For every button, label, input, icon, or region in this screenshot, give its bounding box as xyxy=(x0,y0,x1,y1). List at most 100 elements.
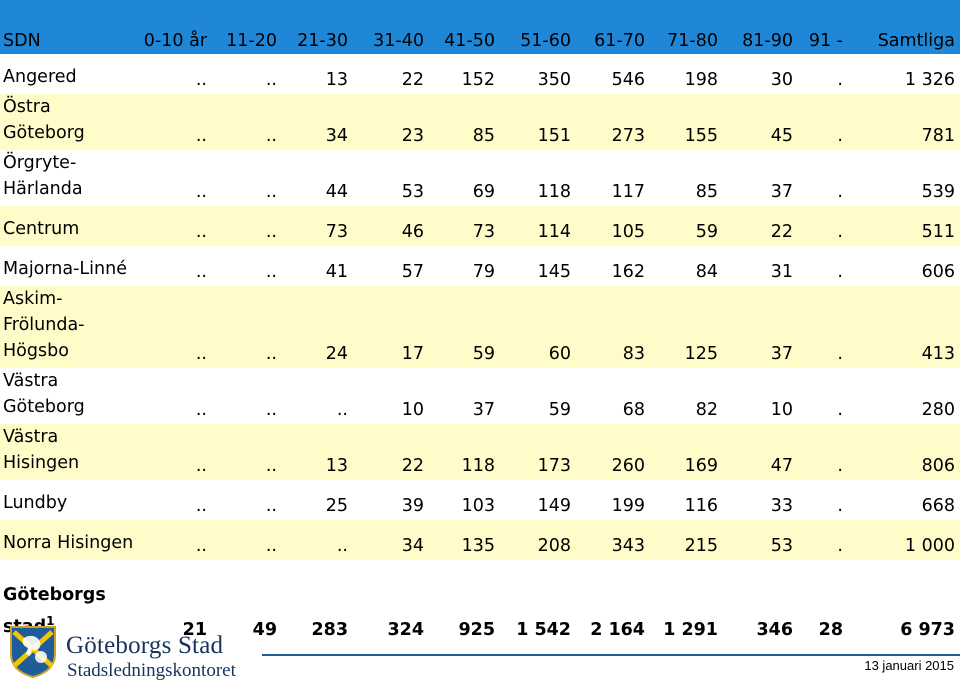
value-cell: . xyxy=(798,480,848,520)
value-cell: 215 xyxy=(650,520,723,560)
value-cell: . xyxy=(798,206,848,246)
district-name-cell: Centrum xyxy=(0,206,138,246)
column-header: 91 - xyxy=(798,0,848,54)
total-value-cell: 21 xyxy=(138,560,212,644)
column-header-sdn: SDN xyxy=(0,0,138,54)
organization-department: Stadsledningskontoret xyxy=(67,660,236,681)
total-value-cell: 28 xyxy=(798,560,848,644)
value-cell: 22 xyxy=(353,54,429,94)
column-header: 0-10 år xyxy=(138,0,212,54)
statistics-table-container: SDN 0-10 år 11-20 21-30 31-40 41-50 51-60 61-70… xyxy=(0,0,960,644)
column-header: 61-70 xyxy=(576,0,650,54)
table-row: Angered.... 13 22 152 350 546 198 30. 1 326 xyxy=(0,54,960,94)
total-value-cell: 49 xyxy=(212,560,282,644)
district-name-cell: Östra Göteborg xyxy=(0,94,138,150)
value-cell: .. xyxy=(212,368,282,424)
total-value-cell: 925 xyxy=(429,560,500,644)
value-cell: .. xyxy=(138,286,212,368)
column-header: 81-90 xyxy=(723,0,798,54)
value-cell: 22 xyxy=(353,424,429,480)
value-cell: . xyxy=(798,424,848,480)
column-header: 31-40 xyxy=(353,0,429,54)
value-cell: 82 xyxy=(650,368,723,424)
table-row: Lundby.... 25 39 103 149 199 116 33. 668 xyxy=(0,480,960,520)
value-cell: 25 xyxy=(282,480,353,520)
value-cell: .. xyxy=(282,520,353,560)
value-cell: 13 xyxy=(282,424,353,480)
value-cell: 135 xyxy=(429,520,500,560)
value-cell: .. xyxy=(212,94,282,150)
district-name-cell: Västra Göteborg xyxy=(0,368,138,424)
value-cell: 22 xyxy=(723,206,798,246)
statistics-table: SDN 0-10 år 11-20 21-30 31-40 41-50 51-60 61-70… xyxy=(0,0,960,644)
value-cell: . xyxy=(798,368,848,424)
total-value-cell: 1 291 xyxy=(650,560,723,644)
value-cell: 59 xyxy=(500,368,576,424)
value-cell: . xyxy=(798,150,848,206)
value-cell: 208 xyxy=(500,520,576,560)
value-cell: 105 xyxy=(576,206,650,246)
district-name-cell: Askim-Frölunda-Högsbo xyxy=(0,286,138,368)
table-body: Angered.... 13 22 152 350 546 198 30. 1 326 Östra… xyxy=(0,54,960,644)
table-row: Norra Hisingen...... 34 135 208 343 215 53. 1 0… xyxy=(0,520,960,560)
value-cell: 73 xyxy=(282,206,353,246)
value-cell: 37 xyxy=(429,368,500,424)
total-value-cell: 283 xyxy=(282,560,353,644)
value-cell: 116 xyxy=(650,480,723,520)
table-row: Örgryte-Härlanda.... 44 53 69 118 117 85 37. 539 xyxy=(0,150,960,206)
value-cell: 198 xyxy=(650,54,723,94)
value-cell: .. xyxy=(212,424,282,480)
table-row: Västra Göteborg...... 10 37 59 68 82 10. 280 xyxy=(0,368,960,424)
value-cell: .. xyxy=(138,150,212,206)
value-cell: 10 xyxy=(353,368,429,424)
value-cell: 152 xyxy=(429,54,500,94)
value-cell: 280 xyxy=(848,368,960,424)
value-cell: 145 xyxy=(500,246,576,286)
value-cell: 34 xyxy=(282,94,353,150)
district-name-cell: Örgryte-Härlanda xyxy=(0,150,138,206)
value-cell: 24 xyxy=(282,286,353,368)
value-cell: .. xyxy=(138,480,212,520)
value-cell: 260 xyxy=(576,424,650,480)
value-cell: . xyxy=(798,520,848,560)
document-date: 13 januari 2015 xyxy=(864,658,954,673)
total-value-cell: 324 xyxy=(353,560,429,644)
value-cell: .. xyxy=(212,246,282,286)
value-cell: .. xyxy=(138,424,212,480)
value-cell: 41 xyxy=(282,246,353,286)
value-cell: 53 xyxy=(723,520,798,560)
value-cell: 46 xyxy=(353,206,429,246)
column-header: 21-30 xyxy=(282,0,353,54)
table-row: Askim-Frölunda-Högsbo.... 24 17 59 60 83 125 37… xyxy=(0,286,960,368)
value-cell: 343 xyxy=(576,520,650,560)
value-cell: 806 xyxy=(848,424,960,480)
value-cell: 73 xyxy=(429,206,500,246)
value-cell: 68 xyxy=(576,368,650,424)
value-cell: 59 xyxy=(429,286,500,368)
value-cell: 413 xyxy=(848,286,960,368)
value-cell: 149 xyxy=(500,480,576,520)
value-cell: 31 xyxy=(723,246,798,286)
value-cell: 668 xyxy=(848,480,960,520)
total-value-cell: 6 973 xyxy=(848,560,960,644)
value-cell: 44 xyxy=(282,150,353,206)
value-cell: 125 xyxy=(650,286,723,368)
value-cell: 83 xyxy=(576,286,650,368)
value-cell: 199 xyxy=(576,480,650,520)
value-cell: .. xyxy=(138,206,212,246)
total-value-cell: 2 164 xyxy=(576,560,650,644)
value-cell: 10 xyxy=(723,368,798,424)
value-cell: 37 xyxy=(723,150,798,206)
value-cell: .. xyxy=(212,520,282,560)
value-cell: 60 xyxy=(500,286,576,368)
value-cell: . xyxy=(798,94,848,150)
value-cell: 155 xyxy=(650,94,723,150)
value-cell: 350 xyxy=(500,54,576,94)
value-cell: 47 xyxy=(723,424,798,480)
value-cell: 13 xyxy=(282,54,353,94)
value-cell: 84 xyxy=(650,246,723,286)
value-cell: 85 xyxy=(650,150,723,206)
value-cell: .. xyxy=(212,206,282,246)
value-cell: 39 xyxy=(353,480,429,520)
